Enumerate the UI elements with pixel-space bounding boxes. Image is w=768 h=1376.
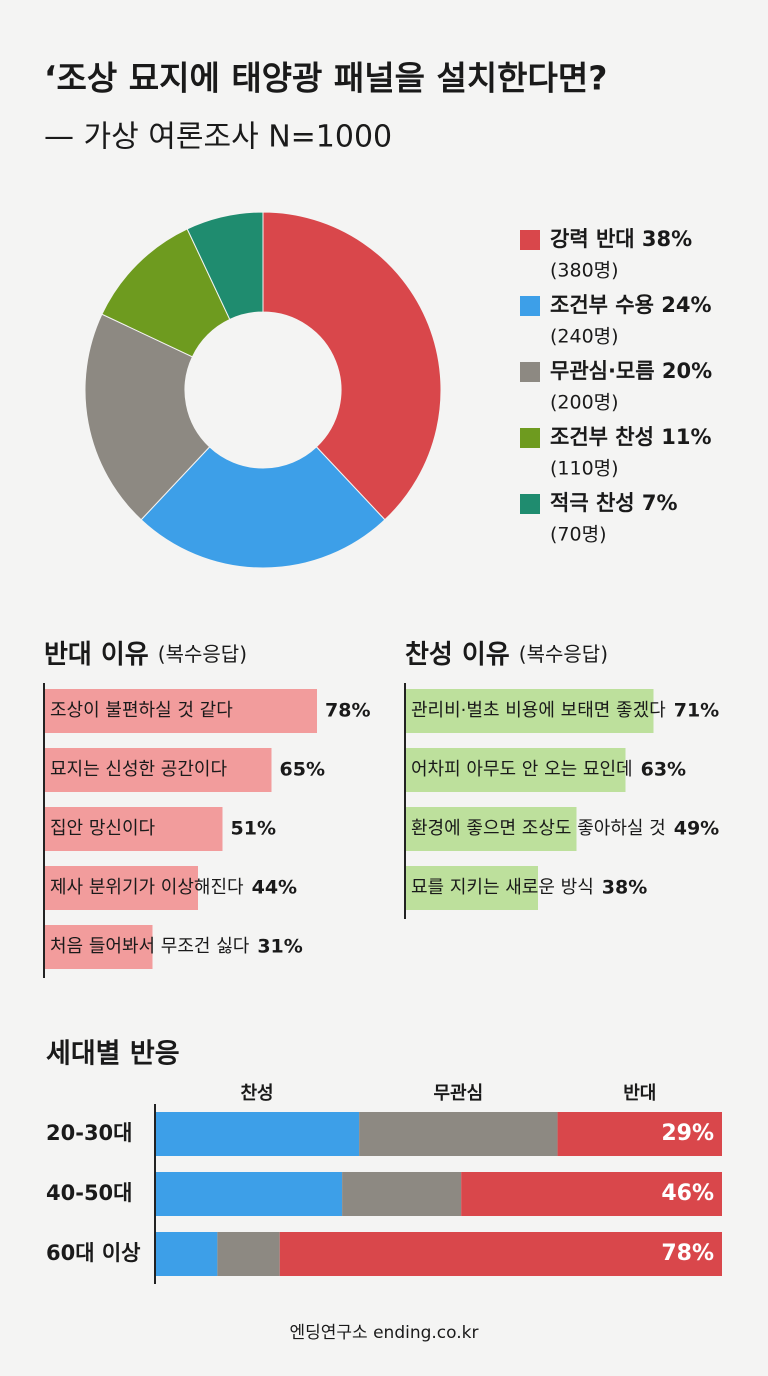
legend-count: (70명) <box>550 524 606 546</box>
legend-swatch <box>520 494 540 514</box>
legend-count: (380명) <box>550 260 619 282</box>
bar-category: 제사 분위기가 이상해진다 <box>50 877 244 898</box>
bar <box>405 689 654 733</box>
bar-value-label: 78% <box>325 700 370 722</box>
stacked-segment <box>461 1172 722 1216</box>
row-label: 20-30대 <box>46 1121 132 1145</box>
series-name: 무관심 <box>434 1083 484 1104</box>
legend-label: 무관심·모름 20% <box>550 359 712 383</box>
row-label: 60대 이상 <box>46 1241 141 1265</box>
legend-swatch <box>520 362 540 382</box>
bar-value-label: 38% <box>602 877 647 899</box>
bar-category: 관리비·벌초 비용에 보태면 좋겠다 <box>411 700 666 721</box>
legend-swatch <box>520 296 540 316</box>
bar <box>405 748 626 792</box>
legend-name: 적극 찬성 <box>550 491 635 515</box>
stacked-segment <box>155 1172 343 1216</box>
pie-slice <box>84 313 211 521</box>
legend-value: 11% <box>661 425 711 449</box>
bar-value-label: 63% <box>641 759 686 781</box>
legend-count: (240명) <box>550 326 619 348</box>
bar-category: 조상이 불편하실 것 같다 <box>50 700 233 721</box>
pie-slice <box>262 211 442 521</box>
bar-category: 묘지는 신성한 공간이다 <box>50 759 227 780</box>
legend-swatch <box>520 428 540 448</box>
legend-swatch <box>520 230 540 250</box>
bar-category: 집안 망신이다 <box>50 818 156 839</box>
legend-value: 38% <box>642 227 692 251</box>
legend-value: 20% <box>662 359 712 383</box>
legend-value: 7% <box>642 491 678 515</box>
stacked-segment <box>217 1232 280 1276</box>
legend-label: 적극 찬성 7% <box>550 491 678 515</box>
chart-title: 찬성 이유 (복수응답) <box>405 640 608 670</box>
legend-label: 조건부 수용 24% <box>550 293 712 317</box>
bar-category: 어차피 아무도 안 오는 묘인데 <box>411 759 633 780</box>
bar <box>44 689 317 733</box>
legend-name: 조건부 수용 <box>550 293 654 317</box>
footer: 엔딩연구소 ending.co.kr <box>289 1323 478 1343</box>
legend-value: 24% <box>661 293 711 317</box>
chart-title: 세대별 반응 <box>46 1039 180 1070</box>
chart-title-text: 반대 이유 <box>44 640 149 670</box>
stacked-segment <box>342 1172 462 1216</box>
chart-title-text: 찬성 이유 <box>405 640 510 670</box>
bar-value-label: 49% <box>674 818 719 840</box>
stacked-segment <box>155 1112 360 1156</box>
legend-name: 조건부 찬성 <box>550 425 654 449</box>
bar-value-label: 44% <box>252 877 297 899</box>
legend-name: 강력 반대 <box>550 227 635 251</box>
bar-value-label: 31% <box>257 936 302 958</box>
chart-title: 반대 이유 (복수응답) <box>44 640 247 670</box>
bar-value-label: 65% <box>280 759 325 781</box>
series-name: 반대 <box>623 1083 656 1104</box>
legend-label: 조건부 찬성 11% <box>550 425 712 449</box>
bar <box>44 866 198 910</box>
stacked-segment <box>359 1112 558 1156</box>
legend-label: 강력 반대 38% <box>550 227 692 251</box>
segment-value-label: 46% <box>661 1181 714 1206</box>
legend-count: (110명) <box>550 458 619 480</box>
bar-category: 처음 들어봐서 무조건 싫다 <box>50 936 250 957</box>
series-name: 찬성 <box>240 1083 273 1104</box>
bar <box>44 748 272 792</box>
bar-category: 묘를 지키는 새로운 방식 <box>411 877 594 898</box>
chart-subtitle: (복수응답) <box>158 642 247 666</box>
segment-value-label: 29% <box>661 1121 714 1146</box>
stacked-segment <box>557 1112 722 1156</box>
bar <box>44 807 223 851</box>
bar-value-label: 51% <box>231 818 276 840</box>
bar <box>44 925 153 969</box>
row-label: 40-50대 <box>46 1181 132 1205</box>
legend-count: (200명) <box>550 392 619 414</box>
bar <box>405 866 538 910</box>
bar-category: 환경에 좋으면 조상도 좋아하실 것 <box>411 818 666 839</box>
chart-subtitle: (복수응답) <box>519 642 608 666</box>
stacked-segment <box>279 1232 722 1276</box>
pie-slice <box>186 211 264 321</box>
bar-value-label: 71% <box>674 700 719 722</box>
title: ‘조상 묘지에 태양광 패널을 설치한다면? <box>44 59 607 98</box>
stacked-segment <box>155 1232 218 1276</box>
bar <box>405 807 577 851</box>
subtitle: — 가상 여론조사 N=1000 <box>44 120 392 155</box>
pie-slice <box>140 446 386 569</box>
legend-name: 무관심·모름 <box>550 359 655 383</box>
segment-value-label: 78% <box>661 1241 714 1266</box>
